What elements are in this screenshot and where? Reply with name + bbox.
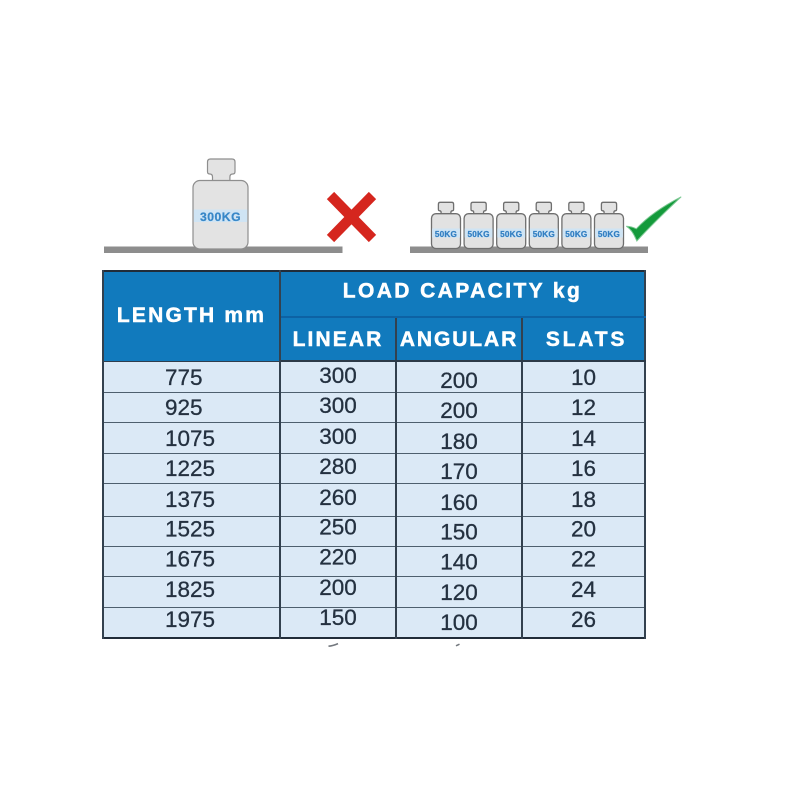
svg-text:300KG: 300KG	[200, 210, 241, 224]
